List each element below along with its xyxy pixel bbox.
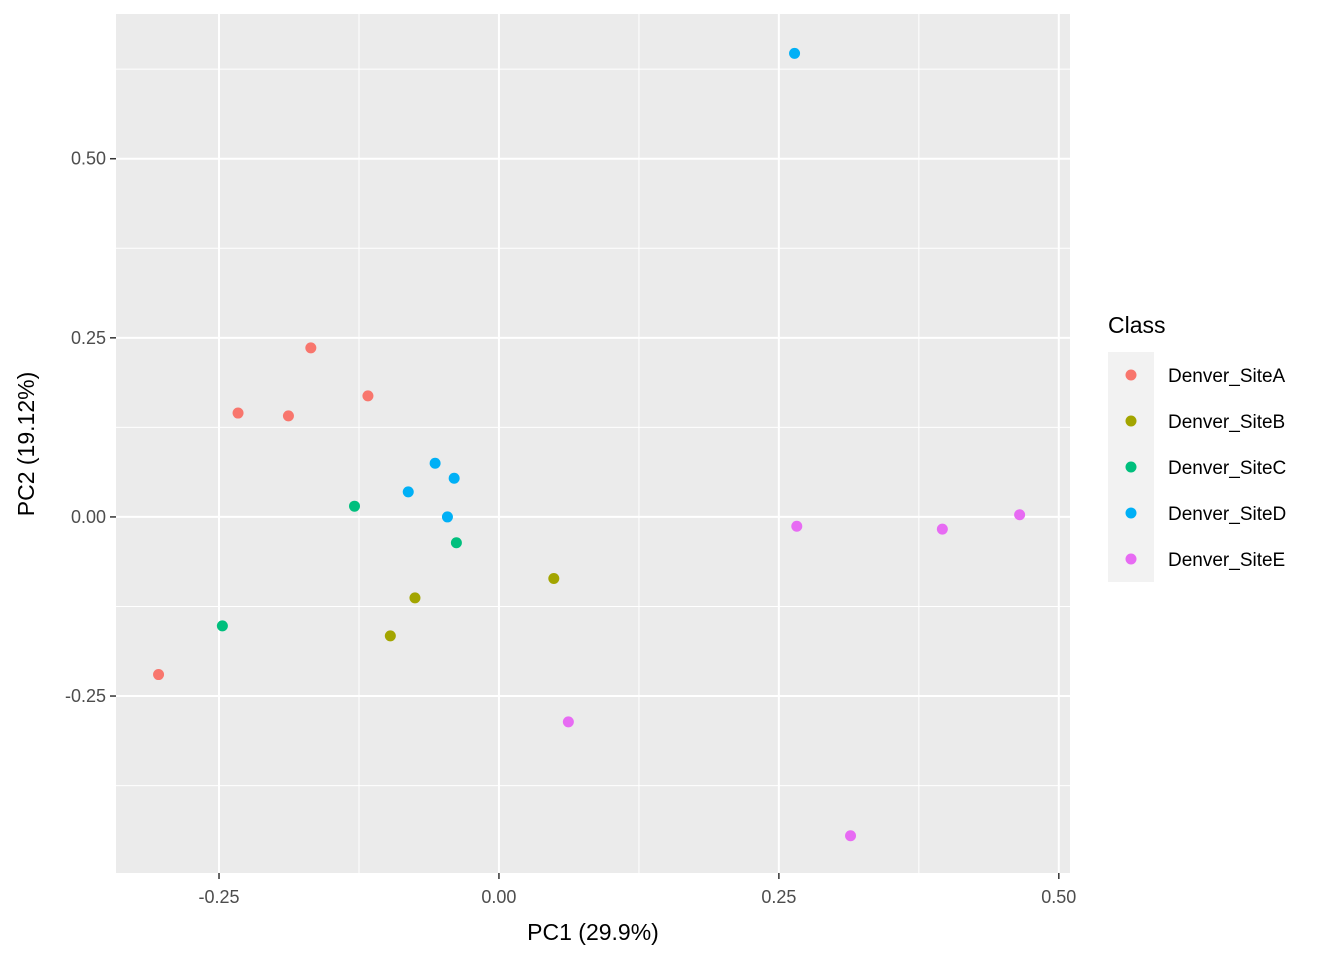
- x-tick-label: 0.00: [481, 887, 516, 907]
- y-tick-label: 0.00: [71, 507, 106, 527]
- data-point-Denver_SiteC: [216, 620, 228, 632]
- data-point-Denver_SiteB: [409, 592, 421, 604]
- legend-title: Class: [1108, 312, 1166, 338]
- data-point-Denver_SiteC: [450, 537, 462, 549]
- legend: Class Denver_SiteA Denver_SiteB Denver_Sit…: [1108, 312, 1286, 582]
- data-point-Denver_SiteB: [548, 573, 560, 585]
- x-tick-label: 0.25: [761, 887, 796, 907]
- legend-label: Denver_SiteA: [1168, 366, 1286, 387]
- y-tick-label: 0.50: [71, 149, 106, 169]
- data-point-Denver_SiteA: [232, 407, 244, 419]
- data-point-Denver_SiteB: [384, 630, 396, 642]
- x-axis-label: PC1 (29.9%): [527, 919, 659, 945]
- x-tick-label: 0.50: [1041, 887, 1076, 907]
- data-point-Denver_SiteD: [448, 472, 460, 484]
- legend-label: Denver_SiteC: [1168, 458, 1286, 479]
- legend-marker: [1125, 369, 1137, 381]
- points: [153, 47, 1026, 842]
- y-axis-label: PC2 (19.12%): [13, 372, 39, 516]
- data-point-Denver_SiteC: [349, 500, 360, 512]
- data-point-Denver_SiteE: [936, 523, 948, 535]
- data-point-Denver_SiteE: [791, 520, 803, 532]
- grid: [116, 14, 1070, 873]
- legend-label: Denver_SiteD: [1168, 504, 1286, 525]
- data-point-Denver_SiteA: [362, 390, 374, 402]
- data-point-Denver_SiteA: [305, 342, 317, 354]
- x-tick-label: -0.25: [198, 887, 239, 907]
- data-point-Denver_SiteE: [845, 830, 857, 842]
- y-tick-label: -0.25: [65, 686, 106, 706]
- data-point-Denver_SiteD: [429, 457, 441, 469]
- axes: -0.25 0.00 0.25 0.50 -0.25 0.00 0.25 0.50: [65, 149, 1076, 907]
- data-point-Denver_SiteA: [282, 410, 294, 422]
- data-point-Denver_SiteD: [402, 486, 414, 498]
- data-point-Denver_SiteA: [153, 669, 165, 681]
- legend-marker: [1125, 415, 1137, 427]
- data-point-Denver_SiteE: [1014, 509, 1026, 521]
- data-point-Denver_SiteD: [441, 511, 453, 523]
- legend-label: Denver_SiteB: [1168, 412, 1285, 433]
- plot-panel: [116, 14, 1070, 873]
- legend-label: Denver_SiteE: [1168, 550, 1285, 571]
- data-point-Denver_SiteE: [562, 716, 574, 728]
- legend-marker: [1125, 507, 1137, 519]
- data-point-Denver_SiteD: [789, 47, 801, 59]
- legend-marker: [1125, 461, 1137, 473]
- y-tick-label: 0.25: [71, 328, 106, 348]
- legend-marker: [1125, 553, 1137, 565]
